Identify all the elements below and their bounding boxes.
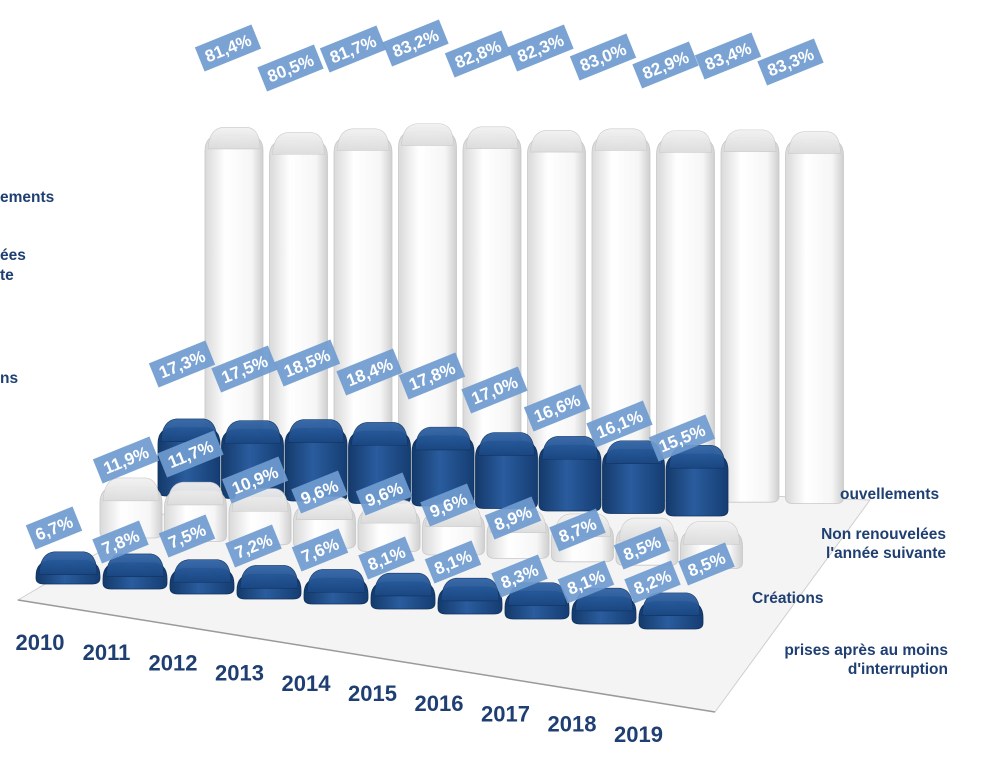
row-label-left-0: ements bbox=[0, 189, 55, 206]
x-tick-2015: 2015 bbox=[348, 681, 397, 706]
x-tick-2010: 2010 bbox=[16, 630, 65, 655]
x-tick-2018: 2018 bbox=[548, 712, 597, 737]
bar-1-2017 bbox=[602, 440, 665, 514]
bar-3-2011 bbox=[102, 553, 168, 590]
data-label-0-2016: 83,0% bbox=[569, 33, 637, 81]
legend-creations: Créations bbox=[752, 590, 824, 607]
x-axis-line bbox=[17, 599, 716, 713]
bar-2-2010 bbox=[99, 477, 163, 539]
bar-3-2012 bbox=[169, 559, 235, 595]
bar-1-2018 bbox=[665, 445, 729, 517]
legend-reprises: prises après au moins d'interruption bbox=[784, 642, 948, 678]
bar-1-2015 bbox=[475, 432, 538, 509]
bar-0-2018 bbox=[720, 129, 780, 503]
legend-non-renouvelees: Non renouvelées l'année suivante bbox=[821, 526, 946, 562]
data-label-2-2010: 11,9% bbox=[92, 436, 160, 484]
x-tick-2011: 2011 bbox=[83, 640, 131, 665]
bar-1-2016 bbox=[538, 436, 602, 512]
x-tick-2016: 2016 bbox=[415, 691, 464, 716]
legend-renouvellements: ouvellements bbox=[840, 486, 940, 503]
bar-3-2019 bbox=[638, 592, 704, 630]
data-label-0-2019: 83,3% bbox=[757, 38, 824, 86]
x-tick-2012: 2012 bbox=[149, 650, 198, 675]
x-tick-2017: 2017 bbox=[481, 701, 530, 726]
x-tick-2013: 2013 bbox=[215, 661, 264, 686]
data-label-3-2019: 8,2% bbox=[624, 560, 681, 604]
data-label-0-2017: 82,9% bbox=[632, 41, 699, 89]
data-label-0-2013: 83,2% bbox=[382, 19, 449, 67]
bar-3-2014 bbox=[303, 569, 369, 605]
data-label-0-2014: 82,8% bbox=[444, 30, 512, 78]
data-label-3-2010: 6,7% bbox=[25, 506, 83, 550]
x-tick-2014: 2014 bbox=[282, 671, 332, 696]
data-label-3-2014: 7,6% bbox=[291, 528, 349, 572]
bar-3-2017 bbox=[504, 582, 570, 620]
row-label-left-2: te bbox=[0, 267, 14, 284]
data-label-0-2011: 80,5% bbox=[257, 44, 324, 92]
data-label-1-2010: 17,3% bbox=[148, 340, 216, 388]
data-label-0-2015: 82,3% bbox=[507, 24, 574, 72]
bar-0-2019 bbox=[785, 131, 844, 504]
row-label-left-1: ées bbox=[0, 247, 26, 264]
x-tick-2019: 2019 bbox=[614, 722, 663, 747]
bar-3-2010 bbox=[35, 551, 101, 585]
bar-3-2016 bbox=[437, 577, 503, 615]
bar-0-2017 bbox=[656, 130, 715, 502]
row-label-left-3: ns bbox=[0, 370, 19, 387]
data-label-0-2018: 83,4% bbox=[694, 32, 762, 80]
data-label-0-2010: 81,4% bbox=[194, 24, 262, 72]
data-label-0-2012: 81,7% bbox=[319, 25, 387, 73]
bar-3-2015 bbox=[370, 572, 436, 610]
bar-3-2013 bbox=[236, 565, 302, 600]
